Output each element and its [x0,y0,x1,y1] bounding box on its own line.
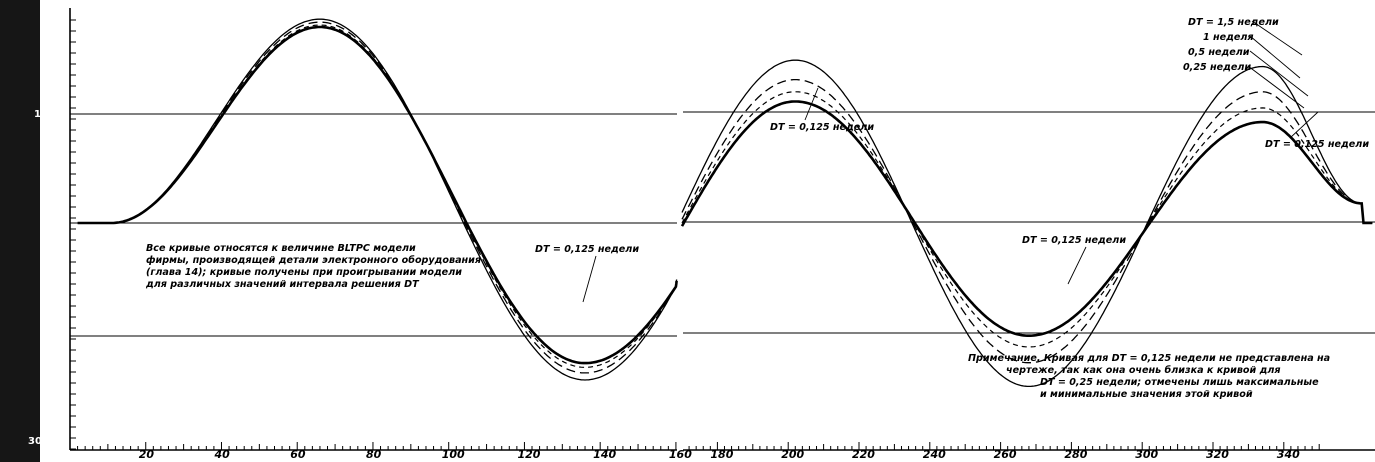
tick-group [69,19,1320,450]
x-tick-label-240: 240 [923,448,946,461]
right-panel [683,0,1375,462]
legend-dt-1-5: DT = 1,5 недели [1188,17,1279,28]
x-tick-label-200: 200 [781,448,804,461]
label-dt-0125-right-peak: DT = 0,125 недели [770,122,874,133]
leader-right-peak [804,87,819,121]
left-panel [40,0,677,462]
x-tick-label-340: 340 [1277,448,1300,461]
note-left-line-3: (глава 14); кривые получены при проигрыв… [146,267,462,278]
leader-left-trough [582,255,597,303]
y-tick-label-30: 30 [28,436,42,447]
note-right-line-4: и минимальные значения этой кривой [1040,389,1253,400]
y-axis-strip [0,0,40,462]
leader-right-trough [1067,246,1087,285]
note-left-line-4: для различных значений интервала решения… [145,279,420,290]
x-tick-label-260: 260 [994,448,1017,461]
note-left: Все кривые относятся к величине BLTPC мо… [145,243,481,290]
tick-label-group: 20 40 60 80 100 120 140 160 180 200 220 240 260 280 30… [139,448,1300,461]
x-tick-label-140: 140 [593,448,616,461]
note-left-line-2: фирмы, производящей детали электронного … [146,254,481,266]
legend-leader-1-5 [1251,20,1303,56]
note-right: Примечание. Кривая для DT = 0,125 недели… [968,353,1330,400]
legend-leader-1 [1249,35,1301,79]
x-tick-label-220: 220 [852,448,875,461]
note-right-line-1: Примечание. Кривая для DT = 0,125 недели… [968,353,1330,364]
legend-dt-0-25: 0,25 недели [1183,62,1251,73]
label-dt-0125-left-trough: DT = 0,125 недели [535,244,639,255]
x-tick-label-300: 300 [1135,448,1158,461]
x-tick-label-40: 40 [213,448,230,461]
label-dt-0125-right-trough: DT = 0,125 недели [1022,235,1126,246]
x-tick-label-320: 320 [1206,448,1229,461]
x-tick-label-100: 100 [442,448,465,461]
note-left-line-1: Все кривые относятся к величине BLTPC мо… [146,243,416,254]
legend-leader-0-5 [1249,50,1309,97]
series-group [77,18,1373,388]
x-tick-label-120: 120 [517,448,540,461]
x-tick-label-80: 80 [366,448,382,461]
x-tick-label-160: 160 [669,448,692,461]
x-tick-label-60: 60 [290,448,306,461]
x-tick-label-280: 280 [1064,448,1087,461]
leader-right-end [1289,111,1319,139]
note-right-line-3: DT = 0,25 недели; отмечены лишь максимал… [1040,377,1319,388]
legend-leader-0-25 [1247,65,1305,109]
label-dt-0125-right-end: DT = 0,125 недели [1265,139,1369,150]
x-tick-label-180: 180 [710,448,733,461]
x-tick-label-20: 20 [139,448,155,461]
legend-dt-1: 1 неделя [1203,32,1254,43]
note-right-line-2: чертеже, так как она очень близка к крив… [1006,364,1281,376]
series-line-4 [77,25,1373,365]
y-tick-label-1: 1 [34,109,41,120]
legend-dt-0-5: 0,5 недели [1188,47,1250,58]
